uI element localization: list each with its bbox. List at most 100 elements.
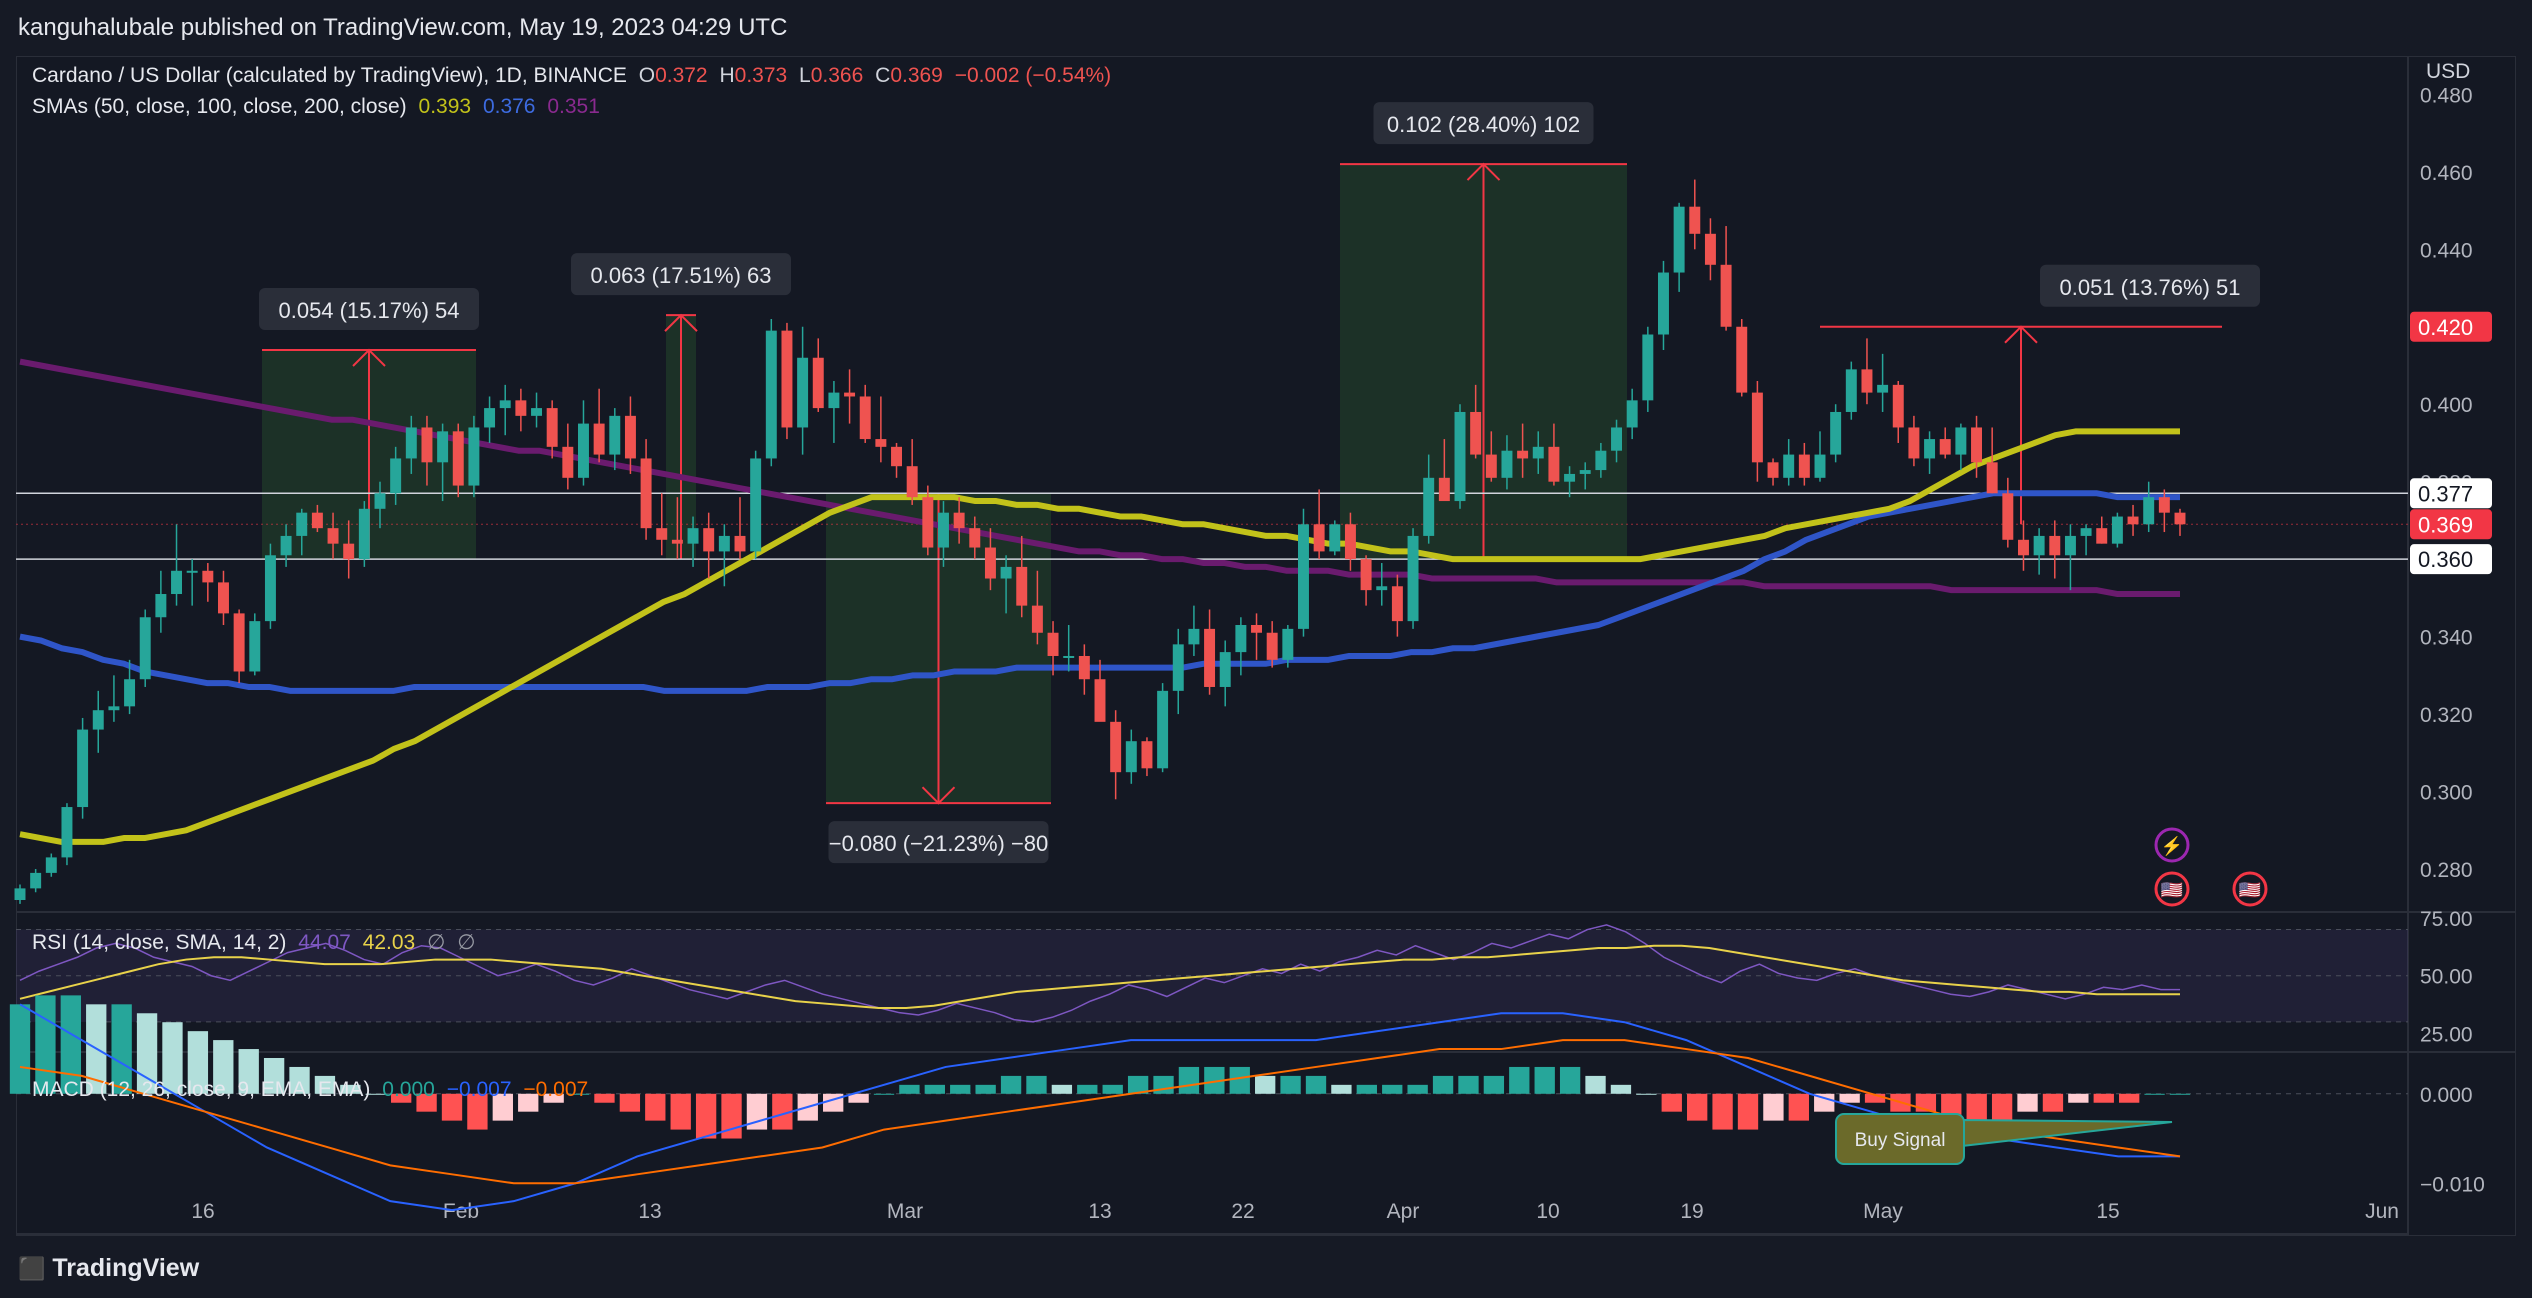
us-flag-event-icon — [2154, 871, 2190, 907]
event-glyph: ⚡ — [2161, 835, 2183, 857]
candle-body — [1391, 586, 1403, 622]
price-tick-label: 0.320 — [2420, 704, 2473, 727]
macd-histogram-bar — [1687, 1093, 1708, 1121]
candle-body — [1454, 411, 1466, 502]
macd-label[interactable]: MACD (12, 26, close, 9, EMA, EMA) — [32, 1078, 371, 1101]
macd-histogram-bar — [1763, 1093, 1784, 1121]
candle-body — [624, 415, 636, 459]
macd-histogram-bar — [772, 1093, 793, 1130]
candle-body — [969, 528, 981, 548]
high-label: H — [719, 64, 735, 87]
macd-histogram-bar — [645, 1093, 666, 1121]
candle-body — [1532, 446, 1544, 459]
macd-histogram-bar — [1178, 1066, 1200, 1094]
candle-body — [1157, 690, 1169, 769]
candle-body — [1110, 721, 1122, 773]
macd-histogram-bar — [60, 995, 81, 1094]
publish-bar: kanguhalubale published on TradingView.c… — [0, 0, 2532, 56]
candle-body — [1282, 628, 1294, 660]
candle-body — [2064, 535, 2076, 556]
price-axis-badge-text: 0.377 — [2418, 481, 2473, 506]
macd-histogram-bar — [1788, 1093, 1809, 1121]
macd-histogram-bar — [467, 1093, 488, 1130]
candle-body — [1031, 605, 1043, 633]
open-label: O — [638, 64, 656, 87]
candle-body — [922, 497, 934, 548]
currency-label[interactable]: USD — [2426, 60, 2471, 83]
candle-body — [45, 857, 57, 873]
candle-body — [1360, 559, 1372, 591]
measure-label-box — [1373, 102, 1594, 145]
macd-histogram-bar — [1839, 1093, 1860, 1103]
price-axis-badge — [2410, 478, 2492, 509]
candle-body — [1658, 272, 1669, 335]
candle-body — [2018, 539, 2029, 556]
macd-histogram-bar — [670, 1093, 691, 1130]
candle-body — [938, 512, 949, 548]
measure-label: 0.051 (13.76%) 51 — [2059, 275, 2240, 300]
tradingview-logo[interactable]: ⬛ TradingView — [18, 1254, 199, 1283]
candle-body — [30, 872, 42, 889]
macd-histogram-bar — [1102, 1084, 1123, 1094]
candle-body — [233, 613, 245, 672]
candle-body — [1892, 384, 1904, 428]
candle-body — [1736, 326, 1748, 393]
candle-body — [1626, 400, 1638, 428]
candle-body — [61, 807, 73, 858]
candle-body — [405, 427, 417, 459]
macd-histogram-bar — [1305, 1075, 1327, 1094]
candle-body — [1767, 462, 1779, 478]
macd-histogram-bar — [391, 1093, 412, 1103]
footer-bar: ⬛ TradingView — [0, 1236, 2532, 1298]
candle-body — [2033, 535, 2045, 556]
candle-body — [264, 555, 276, 622]
candle-body — [249, 621, 261, 672]
time-tick-label: Mar — [887, 1200, 923, 1223]
candle-body — [687, 528, 699, 544]
candle-body — [1611, 427, 1622, 451]
candle-body — [1188, 628, 1200, 645]
candle-body — [1579, 470, 1591, 474]
candle-body — [280, 535, 292, 556]
macd-histogram-bar — [975, 1084, 996, 1094]
price-axis-badge-text: 0.360 — [2418, 547, 2473, 572]
candle-body — [139, 617, 151, 680]
candle-body — [1204, 628, 1216, 687]
candle-body — [1642, 334, 1654, 401]
measure-label-box — [828, 821, 1049, 864]
macd-legend: MACD (12, 26, close, 9, EMA, EMA) 0.000 … — [32, 1078, 594, 1102]
macd-histogram-bar — [568, 1093, 590, 1095]
candle-body — [327, 528, 339, 544]
candle-body — [718, 535, 730, 552]
symbol-title[interactable]: Cardano / US Dollar (calculated by Tradi… — [32, 64, 627, 87]
candle-body — [1564, 473, 1576, 482]
candle-body — [1172, 644, 1184, 691]
callout-pointer — [1961, 1118, 2173, 1148]
candle-body — [875, 439, 887, 447]
candle-body — [186, 570, 198, 573]
measure-label-box — [259, 288, 479, 330]
candle-body — [374, 493, 386, 509]
price-axis-badge-text: 0.369 — [2418, 512, 2473, 537]
macd-histogram-bar — [594, 1093, 615, 1103]
candle-body — [1094, 679, 1106, 722]
candle-body — [484, 408, 496, 428]
macd-histogram-bar — [162, 1022, 183, 1094]
macd-histogram-bar — [1737, 1093, 1759, 1130]
macd-histogram-bar — [1585, 1075, 1606, 1094]
measure-arrow-head — [921, 786, 956, 805]
sma-label[interactable]: SMAs (50, close, 100, close, 200, close) — [32, 95, 407, 118]
candle-body — [1783, 454, 1795, 478]
macd-histogram-bar — [1864, 1093, 1886, 1103]
candle-body — [1830, 411, 1842, 455]
candle-body — [781, 330, 793, 428]
candle-body — [14, 888, 26, 900]
close-label: C — [875, 64, 891, 87]
rsi-label[interactable]: RSI (14, close, SMA, 14, 2) — [32, 931, 287, 954]
candle-body — [1955, 427, 1967, 455]
time-tick-label: 22 — [1231, 1200, 1254, 1223]
sma50-line — [19, 428, 2180, 845]
measure-arrow-head — [1466, 162, 1501, 181]
macd-histogram-bar — [2017, 1093, 2038, 1112]
